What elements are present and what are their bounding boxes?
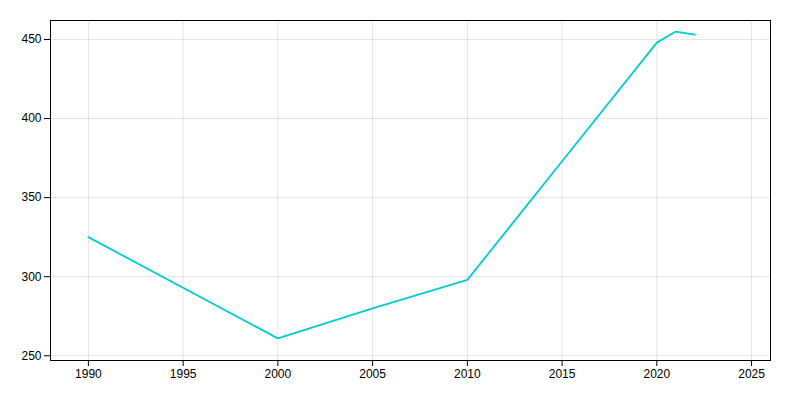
svg-text:2015: 2015 bbox=[549, 367, 576, 381]
svg-text:2025: 2025 bbox=[738, 367, 765, 381]
svg-text:2005: 2005 bbox=[359, 367, 386, 381]
svg-text:2000: 2000 bbox=[265, 367, 292, 381]
svg-text:1990: 1990 bbox=[75, 367, 102, 381]
svg-text:250: 250 bbox=[21, 349, 41, 363]
svg-text:450: 450 bbox=[21, 32, 41, 46]
svg-text:2010: 2010 bbox=[454, 367, 481, 381]
svg-text:1995: 1995 bbox=[170, 367, 197, 381]
svg-text:300: 300 bbox=[21, 270, 41, 284]
svg-text:2020: 2020 bbox=[643, 367, 670, 381]
svg-text:400: 400 bbox=[21, 111, 41, 125]
svg-text:350: 350 bbox=[21, 190, 41, 204]
